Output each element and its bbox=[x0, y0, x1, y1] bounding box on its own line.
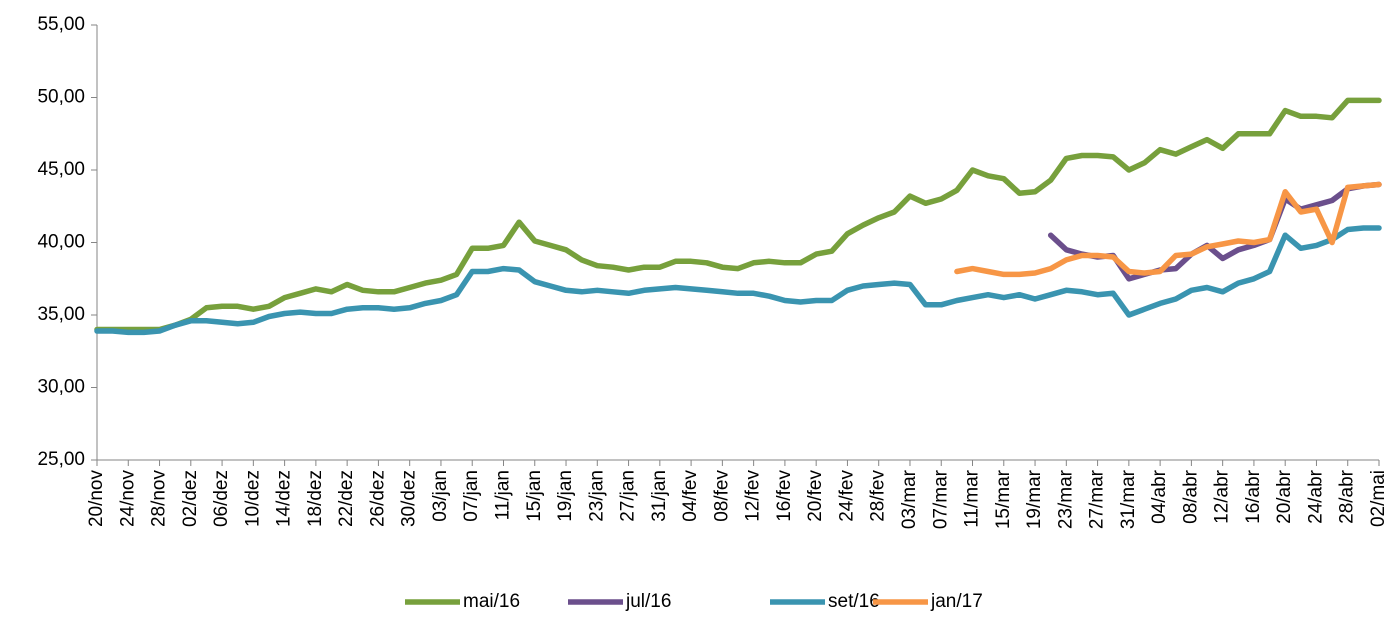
x-tick-label: 27/mar bbox=[1087, 469, 1108, 529]
x-tick-label: 15/mar bbox=[993, 469, 1014, 529]
x-tick-label: 22/dez bbox=[336, 470, 357, 527]
x-tick-label: 31/jan bbox=[649, 470, 670, 522]
x-tick-label: 19/mar bbox=[1024, 469, 1045, 529]
y-tick-label: 30,00 bbox=[37, 377, 85, 398]
y-tick-label: 40,00 bbox=[37, 232, 85, 253]
series-line bbox=[94, 225, 1382, 336]
x-tick-label: 11/jan bbox=[493, 470, 514, 520]
x-tick-label: 03/mar bbox=[899, 469, 920, 529]
x-tick-label: 12/abr bbox=[1212, 469, 1233, 524]
y-tick-label: 45,00 bbox=[37, 159, 85, 180]
y-tick-label: 55,00 bbox=[37, 14, 85, 35]
x-tick-label: 16/abr bbox=[1243, 469, 1264, 524]
x-tick-label: 23/jan bbox=[586, 470, 607, 522]
legend-label: jan/17 bbox=[930, 591, 983, 612]
x-tick-label: 18/dez bbox=[305, 470, 326, 527]
x-tick-label: 04/abr bbox=[1149, 469, 1170, 524]
x-tick-label: 06/dez bbox=[211, 470, 232, 527]
x-tick-label: 08/abr bbox=[1180, 469, 1201, 524]
y-tick-label: 50,00 bbox=[37, 87, 85, 108]
x-tick-label: 04/fev bbox=[680, 470, 701, 522]
x-tick-label: 19/jan bbox=[555, 470, 576, 522]
x-tick-label: 23/mar bbox=[1055, 469, 1076, 529]
series-line bbox=[94, 97, 1382, 333]
x-tick-label: 20/fev bbox=[805, 470, 826, 522]
x-tick-label: 30/dez bbox=[399, 470, 420, 527]
x-tick-label: 24/abr bbox=[1305, 469, 1326, 524]
x-tick-label: 07/mar bbox=[930, 469, 951, 529]
x-tick-label: 27/jan bbox=[618, 470, 639, 522]
x-tick-label: 12/fev bbox=[743, 470, 764, 522]
series-line bbox=[954, 181, 1382, 278]
x-tick-label: 26/dez bbox=[367, 470, 388, 527]
x-tick-label: 03/jan bbox=[430, 470, 451, 522]
x-tick-label: 28/fev bbox=[868, 470, 889, 522]
legend-label: mai/16 bbox=[463, 591, 520, 612]
legend-label: jul/16 bbox=[625, 591, 671, 612]
y-tick-label: 35,00 bbox=[37, 304, 85, 325]
x-tick-label: 02/dez bbox=[180, 470, 201, 527]
x-tick-label: 28/abr bbox=[1337, 469, 1358, 524]
x-tick-label: 28/nov bbox=[149, 470, 170, 528]
x-tick-label: 20/abr bbox=[1274, 469, 1295, 524]
x-tick-label: 14/dez bbox=[274, 470, 295, 527]
x-tick-label: 08/fev bbox=[711, 470, 732, 522]
x-tick-label: 20/nov bbox=[86, 470, 107, 528]
x-tick-label: 24/fev bbox=[836, 470, 857, 522]
x-tick-label: 15/jan bbox=[524, 470, 545, 522]
x-tick-label: 24/nov bbox=[117, 470, 138, 528]
x-tick-label: 10/dez bbox=[242, 470, 263, 527]
x-tick-label: 07/jan bbox=[461, 470, 482, 522]
x-tick-label: 11/mar bbox=[962, 469, 983, 527]
x-tick-label: 31/mar bbox=[1118, 469, 1139, 529]
x-tick-label: 02/mai bbox=[1368, 470, 1389, 527]
legend-label: set/16 bbox=[828, 591, 880, 612]
y-tick-label: 25,00 bbox=[37, 449, 85, 470]
x-tick-label: 16/fev bbox=[774, 470, 795, 522]
